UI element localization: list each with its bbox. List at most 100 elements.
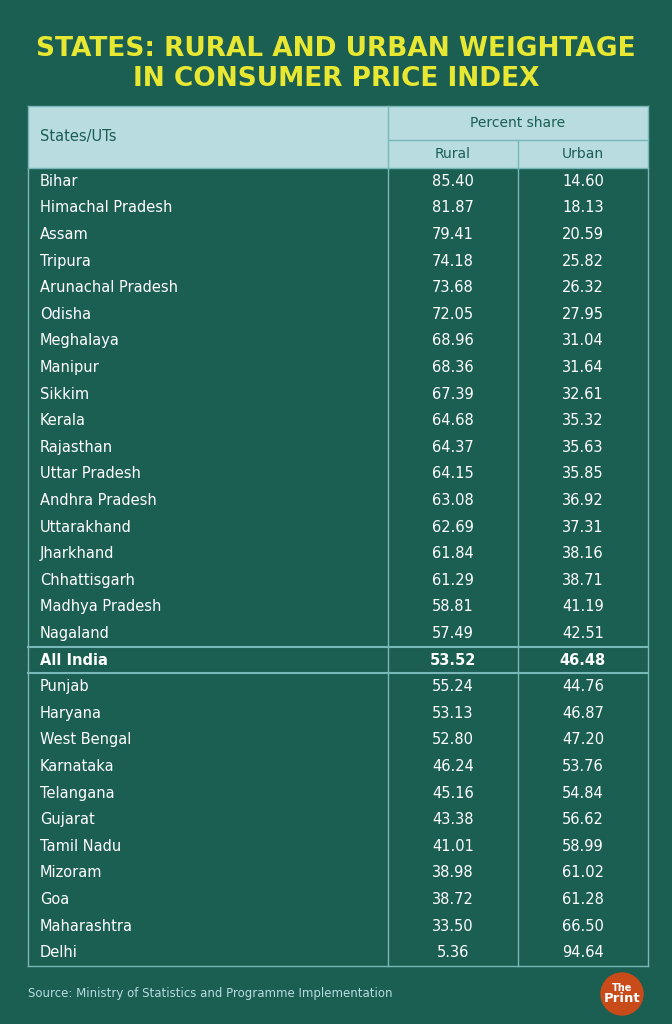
Text: Maharashtra: Maharashtra	[40, 919, 133, 934]
Text: 58.99: 58.99	[562, 839, 604, 854]
FancyBboxPatch shape	[28, 106, 648, 168]
Text: 52.80: 52.80	[432, 732, 474, 748]
Text: 68.96: 68.96	[432, 334, 474, 348]
Text: 53.52: 53.52	[430, 652, 476, 668]
Text: 66.50: 66.50	[562, 919, 604, 934]
Text: Madhya Pradesh: Madhya Pradesh	[40, 599, 161, 614]
Text: Rural: Rural	[435, 147, 471, 161]
Text: 46.48: 46.48	[560, 652, 606, 668]
Text: 38.16: 38.16	[562, 546, 604, 561]
Text: 73.68: 73.68	[432, 281, 474, 295]
Text: 42.51: 42.51	[562, 626, 604, 641]
Text: 26.32: 26.32	[562, 281, 604, 295]
Text: 33.50: 33.50	[432, 919, 474, 934]
Text: 31.64: 31.64	[562, 360, 604, 375]
Circle shape	[601, 973, 643, 1015]
Text: Andhra Pradesh: Andhra Pradesh	[40, 493, 157, 508]
Text: Odisha: Odisha	[40, 307, 91, 322]
Text: 38.71: 38.71	[562, 572, 604, 588]
Text: STATES: RURAL AND URBAN WEIGHTAGE: STATES: RURAL AND URBAN WEIGHTAGE	[36, 36, 636, 62]
Text: 45.16: 45.16	[432, 785, 474, 801]
Text: 41.01: 41.01	[432, 839, 474, 854]
Text: 46.87: 46.87	[562, 706, 604, 721]
Text: 64.68: 64.68	[432, 414, 474, 428]
Text: Rajasthan: Rajasthan	[40, 439, 113, 455]
Text: Chhattisgarh: Chhattisgarh	[40, 572, 135, 588]
Text: Telangana: Telangana	[40, 785, 115, 801]
Text: 94.64: 94.64	[562, 945, 604, 961]
Text: Delhi: Delhi	[40, 945, 78, 961]
Text: 67.39: 67.39	[432, 387, 474, 401]
Text: 31.04: 31.04	[562, 334, 604, 348]
Text: 41.19: 41.19	[562, 599, 604, 614]
Text: 56.62: 56.62	[562, 812, 604, 827]
Text: 20.59: 20.59	[562, 227, 604, 242]
Text: 35.85: 35.85	[562, 466, 604, 481]
Text: Sikkim: Sikkim	[40, 387, 89, 401]
Text: Haryana: Haryana	[40, 706, 102, 721]
Text: Urban: Urban	[562, 147, 604, 161]
Text: 61.02: 61.02	[562, 865, 604, 881]
Text: 61.29: 61.29	[432, 572, 474, 588]
Text: IN CONSUMER PRICE INDEX: IN CONSUMER PRICE INDEX	[133, 66, 539, 92]
Text: Karnataka: Karnataka	[40, 759, 115, 774]
Text: 64.37: 64.37	[432, 439, 474, 455]
Text: 14.60: 14.60	[562, 174, 604, 188]
Text: 5.36: 5.36	[437, 945, 469, 961]
Text: 38.98: 38.98	[432, 865, 474, 881]
Text: Assam: Assam	[40, 227, 89, 242]
Text: Percent share: Percent share	[470, 116, 566, 130]
Text: 43.38: 43.38	[432, 812, 474, 827]
Text: 72.05: 72.05	[432, 307, 474, 322]
Text: Meghalaya: Meghalaya	[40, 334, 120, 348]
Text: Uttarakhand: Uttarakhand	[40, 519, 132, 535]
Text: 85.40: 85.40	[432, 174, 474, 188]
Text: 62.69: 62.69	[432, 519, 474, 535]
Text: Uttar Pradesh: Uttar Pradesh	[40, 466, 141, 481]
Text: 74.18: 74.18	[432, 254, 474, 268]
Text: 35.32: 35.32	[562, 414, 604, 428]
Text: 57.49: 57.49	[432, 626, 474, 641]
Text: 44.76: 44.76	[562, 679, 604, 694]
Text: 53.13: 53.13	[432, 706, 474, 721]
Text: Nagaland: Nagaland	[40, 626, 110, 641]
Text: 38.72: 38.72	[432, 892, 474, 907]
Text: 35.63: 35.63	[562, 439, 603, 455]
Text: 46.24: 46.24	[432, 759, 474, 774]
Text: West Bengal: West Bengal	[40, 732, 131, 748]
Text: Manipur: Manipur	[40, 360, 99, 375]
Text: 37.31: 37.31	[562, 519, 604, 535]
Text: 79.41: 79.41	[432, 227, 474, 242]
Text: Himachal Pradesh: Himachal Pradesh	[40, 201, 173, 215]
Text: Tripura: Tripura	[40, 254, 91, 268]
Text: States/UTs: States/UTs	[40, 129, 116, 144]
Text: Jharkhand: Jharkhand	[40, 546, 114, 561]
Text: Print: Print	[603, 992, 640, 1006]
Text: 61.84: 61.84	[432, 546, 474, 561]
Text: 32.61: 32.61	[562, 387, 604, 401]
Text: 27.95: 27.95	[562, 307, 604, 322]
Text: 64.15: 64.15	[432, 466, 474, 481]
Text: 61.28: 61.28	[562, 892, 604, 907]
Text: 53.76: 53.76	[562, 759, 604, 774]
Text: Gujarat: Gujarat	[40, 812, 95, 827]
Text: Kerala: Kerala	[40, 414, 86, 428]
Text: Tamil Nadu: Tamil Nadu	[40, 839, 121, 854]
Text: Punjab: Punjab	[40, 679, 89, 694]
Text: 58.81: 58.81	[432, 599, 474, 614]
Text: Bihar: Bihar	[40, 174, 79, 188]
Text: All India: All India	[40, 652, 108, 668]
Text: Arunachal Pradesh: Arunachal Pradesh	[40, 281, 178, 295]
Text: 47.20: 47.20	[562, 732, 604, 748]
Text: 25.82: 25.82	[562, 254, 604, 268]
Text: 68.36: 68.36	[432, 360, 474, 375]
Text: 36.92: 36.92	[562, 493, 604, 508]
Text: 54.84: 54.84	[562, 785, 604, 801]
Text: 18.13: 18.13	[562, 201, 604, 215]
Text: The: The	[612, 983, 632, 993]
Text: Source: Ministry of Statistics and Programme Implementation: Source: Ministry of Statistics and Progr…	[28, 987, 392, 1000]
Text: 81.87: 81.87	[432, 201, 474, 215]
Text: Goa: Goa	[40, 892, 69, 907]
Text: Mizoram: Mizoram	[40, 865, 103, 881]
Text: 63.08: 63.08	[432, 493, 474, 508]
